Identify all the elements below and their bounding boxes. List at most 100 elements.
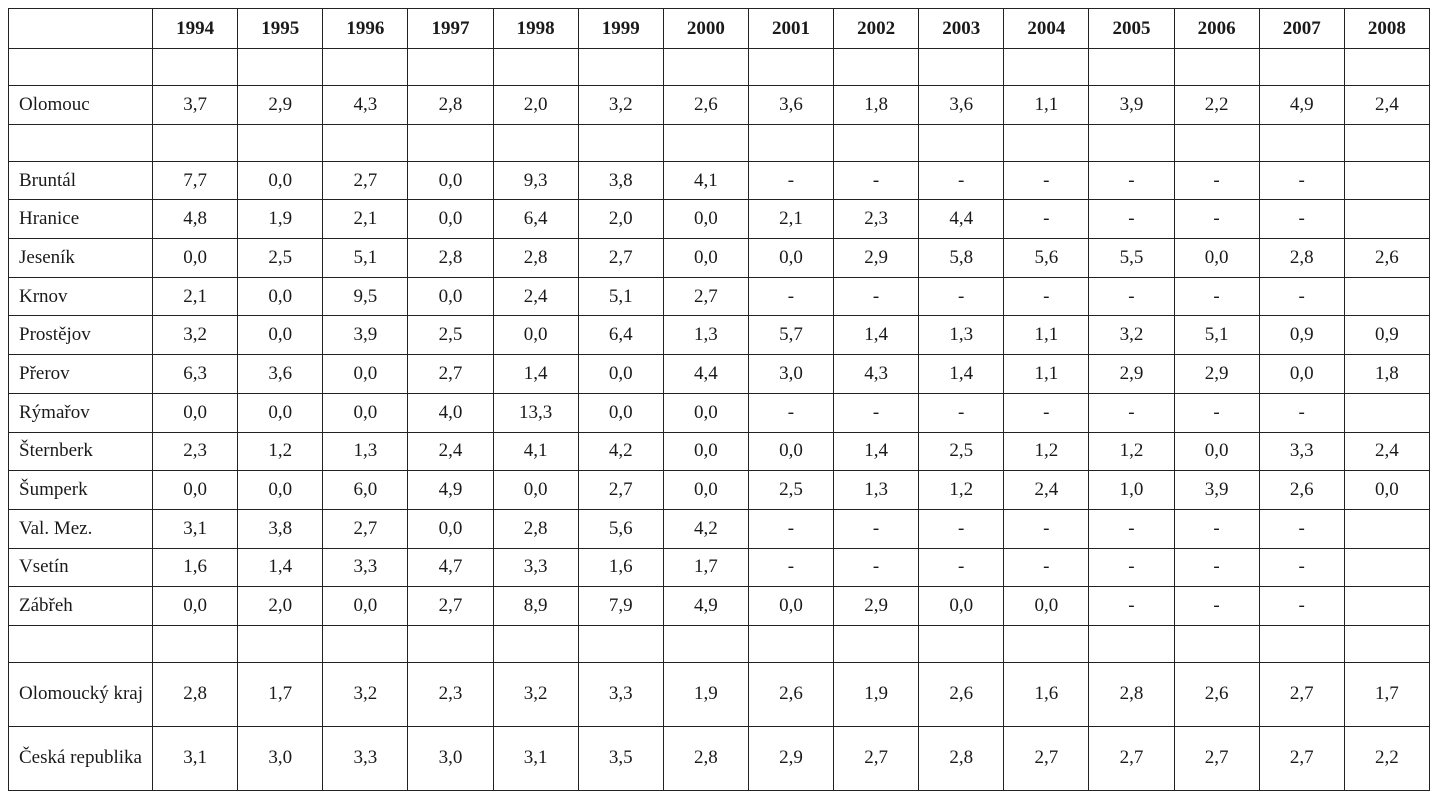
value-cell: 0,0: [151, 470, 239, 510]
empty-cell: [151, 48, 239, 86]
value-cell: 3,9: [322, 315, 409, 356]
value-cell: -: [832, 392, 920, 433]
empty-cell: [1343, 199, 1431, 240]
value-cell: 1,4: [237, 547, 324, 588]
value-cell: -: [832, 508, 920, 549]
empty-cell: [832, 123, 920, 162]
value-cell: 2,7: [1173, 725, 1260, 791]
value-cell: 0,0: [662, 431, 749, 472]
year-header: 1996: [322, 8, 409, 49]
row-label: Šternberk: [8, 431, 153, 472]
row-label: Krnov: [8, 276, 153, 317]
value-cell: 5,1: [322, 238, 409, 278]
value-cell: 3,0: [747, 354, 835, 394]
data-row: Šternberk 2,3 1,2 1,3 2,4 4,1 4,2 0,0 0,0 1,4 2,5 1…: [8, 431, 1431, 472]
value-cell: -: [747, 160, 835, 201]
empty-cell: [577, 123, 664, 162]
value-cell: 2,5: [237, 238, 324, 278]
empty-cell: [8, 123, 153, 162]
value-cell: -: [918, 392, 1005, 433]
value-cell: 0,0: [237, 470, 324, 510]
empty-cell: [8, 624, 153, 663]
value-cell: 0,0: [237, 276, 324, 317]
value-cell: 9,5: [322, 276, 409, 317]
value-cell: -: [1088, 508, 1175, 549]
empty-cell: [577, 624, 664, 663]
value-cell: 4,8: [151, 199, 239, 240]
value-cell: 0,9: [1258, 315, 1345, 356]
value-cell: 2,7: [407, 586, 494, 626]
value-cell: 2,9: [1173, 354, 1260, 394]
value-cell: 3,2: [322, 661, 409, 727]
value-cell: 7,7: [151, 160, 239, 201]
value-cell: 5,5: [1088, 238, 1175, 278]
value-cell: 3,6: [918, 85, 1005, 125]
data-row: Olomoucký kraj 2,8 1,7 3,2 2,3 3,2 3,3 1,9 2,6 1,…: [8, 661, 1431, 727]
value-cell: 0,0: [151, 238, 239, 278]
value-cell: 3,2: [577, 85, 664, 125]
value-cell: -: [1258, 160, 1345, 201]
year-header: 1999: [577, 8, 664, 49]
value-cell: -: [832, 276, 920, 317]
value-cell: -: [918, 276, 1005, 317]
value-cell: 2,5: [407, 315, 494, 356]
value-cell: 4,1: [492, 431, 579, 472]
value-cell: 2,3: [151, 431, 239, 472]
year-header: 1994: [151, 8, 239, 49]
empty-cell: [492, 48, 579, 86]
value-cell: 1,9: [237, 199, 324, 240]
value-cell: 1,4: [832, 315, 920, 356]
value-cell: 0,0: [577, 392, 664, 433]
value-cell: -: [747, 547, 835, 588]
data-row: Šumperk 0,0 0,0 6,0 4,9 0,0 2,7 0,0 2,5 1,3 1,2 2,4…: [8, 470, 1431, 510]
data-row: Bruntál 7,7 0,0 2,7 0,0 9,3 3,8 4,1- - - - - - -: [8, 160, 1431, 201]
value-cell: 2,6: [918, 661, 1005, 727]
value-cell: -: [1003, 392, 1090, 433]
value-cell: -: [1173, 160, 1260, 201]
value-cell: 3,8: [577, 160, 664, 201]
value-cell: 4,2: [662, 508, 749, 549]
value-cell: 0,0: [151, 392, 239, 433]
value-cell: 3,7: [151, 85, 239, 125]
value-cell: -: [1258, 199, 1345, 240]
value-cell: 3,9: [1173, 470, 1260, 510]
corner-cell: [8, 8, 153, 49]
empty-cell: [1173, 48, 1260, 86]
row-label: Jeseník: [8, 238, 153, 278]
value-cell: 1,1: [1003, 354, 1090, 394]
empty-cell: [1343, 276, 1431, 317]
data-row: Olomouc 3,7 2,9 4,3 2,8 2,0 3,2 2,6 3,6 1,8 3,6 1,1…: [8, 85, 1431, 125]
value-cell: 2,4: [1003, 470, 1090, 510]
value-cell: -: [1003, 160, 1090, 201]
value-cell: 1,2: [1088, 431, 1175, 472]
value-cell: -: [747, 276, 835, 317]
value-cell: 2,7: [1088, 725, 1175, 791]
value-cell: 0,0: [322, 354, 409, 394]
empty-cell: [577, 48, 664, 86]
row-label: Přerov: [8, 354, 153, 394]
value-cell: 3,0: [237, 725, 324, 791]
value-cell: 0,0: [237, 392, 324, 433]
value-cell: 5,1: [577, 276, 664, 317]
value-cell: 0,0: [1173, 238, 1260, 278]
value-cell: 1,2: [237, 431, 324, 472]
value-cell: 3,3: [577, 661, 664, 727]
value-cell: 0,0: [662, 199, 749, 240]
value-cell: 4,2: [577, 431, 664, 472]
value-cell: 2,9: [832, 238, 920, 278]
value-cell: 1,3: [918, 315, 1005, 356]
data-row: Zábřeh 0,0 2,0 0,0 2,7 8,9 7,9 4,9 0,0 2,9 0,0 0,0-…: [8, 586, 1431, 626]
empty-cell: [237, 624, 324, 663]
value-cell: -: [1173, 508, 1260, 549]
value-cell: 2,7: [1258, 661, 1345, 727]
value-cell: 4,9: [1258, 85, 1345, 125]
value-cell: -: [832, 160, 920, 201]
value-cell: -: [747, 508, 835, 549]
data-row: Vsetín 1,6 1,4 3,3 4,7 3,3 1,6 1,7- - - - - - -: [8, 547, 1431, 588]
value-cell: 0,0: [407, 276, 494, 317]
value-cell: 9,3: [492, 160, 579, 201]
value-cell: 0,0: [1258, 354, 1345, 394]
value-cell: 1,6: [151, 547, 239, 588]
value-cell: 1,4: [918, 354, 1005, 394]
